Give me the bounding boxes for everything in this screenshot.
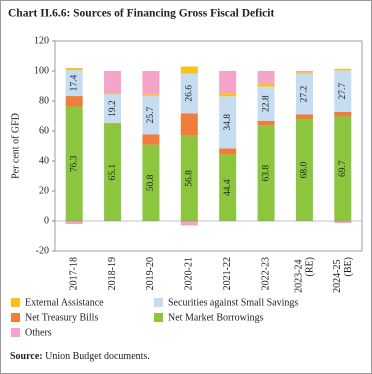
data-label: 68.0 [300, 161, 310, 178]
data-label: 69.7 [338, 160, 348, 177]
x-tick-label: 2017-18 [68, 257, 79, 290]
bar-segment [295, 71, 313, 73]
bar-segment [334, 221, 352, 224]
x-tick-label: 2018-19 [107, 257, 118, 290]
bar-segment [104, 93, 122, 95]
bar-segment [142, 144, 160, 221]
bar-segment [295, 114, 313, 119]
bar-segment [180, 73, 198, 114]
bar-segment [219, 148, 237, 155]
x-tick-label: 2021-22 [222, 257, 233, 290]
legend-label: Net Treasury Bills [25, 312, 98, 323]
data-label: 76.3 [69, 155, 79, 172]
bar-segment [257, 125, 275, 221]
legend-label: External Assistance [25, 297, 104, 308]
legend-label: Net Market Borrowings [168, 312, 264, 323]
legend-swatch [11, 313, 20, 322]
x-tick-label: 2022-23 [260, 257, 271, 290]
bar-segment [65, 69, 83, 97]
y-tick-label: 80 [39, 95, 49, 106]
bar-segment [142, 134, 160, 145]
data-label: 34.8 [223, 114, 233, 131]
y-tick-label: 120 [34, 35, 49, 46]
legend-swatch [11, 298, 20, 307]
y-tick-label: 60 [39, 125, 49, 136]
bar-segment [180, 113, 198, 136]
bar-segment [257, 83, 275, 87]
legend-swatch [154, 313, 163, 322]
bar-segment [65, 96, 83, 107]
bar-segment [219, 96, 237, 149]
y-tick-label: 20 [39, 185, 49, 196]
bar-segment [104, 94, 122, 123]
bar-segment [180, 66, 198, 74]
bar-segment [334, 116, 352, 221]
bar-segment [65, 68, 83, 70]
legend-swatch [11, 328, 20, 337]
source: Source: Union Budget documents. [10, 351, 150, 362]
y-tick-label: 0 [44, 215, 49, 226]
bar-segment [295, 72, 313, 74]
x-tick-line: 2024-25 [332, 257, 343, 293]
bar-segment [219, 154, 237, 221]
bar-segment [257, 120, 275, 126]
legend-label: Others [25, 327, 52, 338]
plot-frame [54, 40, 363, 252]
legend-label: Securities against Small Savings [168, 297, 298, 308]
bar-segment [334, 68, 352, 71]
data-label: 65.1 [108, 164, 118, 181]
data-label: 26.6 [185, 85, 195, 102]
data-label: 25.7 [146, 106, 156, 123]
bar-segment [65, 221, 83, 224]
bar-segment [142, 71, 160, 95]
x-tick-line: 2023-24 [294, 257, 305, 293]
x-tick-label: 2019-20 [145, 257, 156, 290]
data-label: 63.8 [261, 165, 271, 182]
bar-segment [142, 94, 160, 96]
bar-segment [295, 119, 313, 221]
source-label: Source: [10, 351, 43, 362]
data-label: 17.4 [69, 74, 79, 91]
y-axis-label: Per cent of GFD [10, 113, 21, 179]
bar-segment [219, 71, 237, 94]
bar-segment [180, 135, 198, 221]
bar-segment [104, 71, 122, 94]
x-tick-line: (RE) [305, 257, 316, 276]
x-tick-label: 2020-21 [184, 257, 195, 290]
x-tick-label: 2023-24 (RE) [294, 257, 316, 293]
bar-segment [219, 93, 237, 97]
y-tick-label: -20 [36, 245, 49, 256]
bar-segment [257, 86, 275, 121]
legend-swatch [154, 298, 163, 307]
data-label: 22.8 [261, 95, 271, 112]
bar-segment [104, 123, 122, 221]
data-label: 27.7 [338, 83, 348, 100]
bar-segment [180, 221, 198, 226]
data-label: 27.2 [300, 86, 310, 103]
data-label: 50.8 [146, 174, 156, 191]
y-tick-label: 40 [39, 155, 49, 166]
data-label: 56.8 [185, 170, 195, 187]
chart-title: Chart II.6.6: Sources of Financing Gross… [8, 8, 274, 20]
data-label: 19.2 [108, 100, 118, 117]
bar-segment [257, 71, 275, 84]
data-label: 44.4 [223, 179, 233, 196]
x-tick-label: 2024-25 (BE) [332, 257, 354, 293]
bar-segment [295, 73, 313, 115]
source-text: Union Budget documents. [45, 351, 150, 362]
bar-segment [142, 95, 160, 135]
y-tick-label: 100 [34, 65, 49, 76]
bar-segment [334, 111, 352, 117]
x-tick-line: (BE) [343, 257, 354, 276]
bar-segment [65, 106, 83, 221]
bar-segment [334, 70, 352, 112]
